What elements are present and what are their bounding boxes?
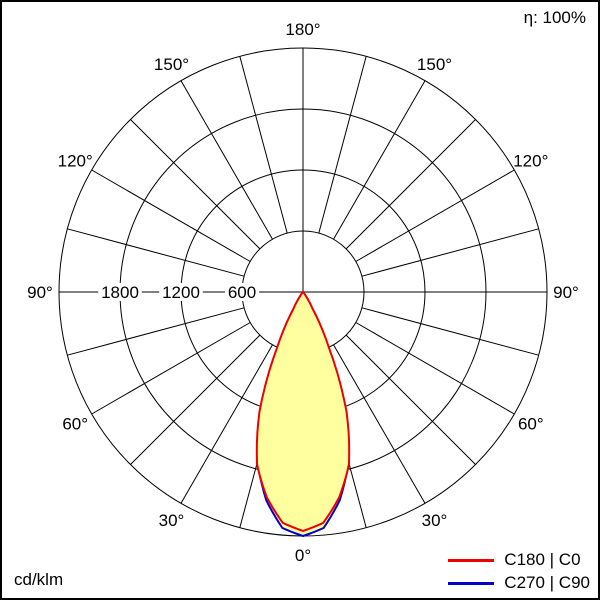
svg-text:90°: 90° xyxy=(553,283,579,302)
svg-text:1800: 1800 xyxy=(101,283,139,302)
svg-text:30°: 30° xyxy=(422,511,448,530)
svg-text:90°: 90° xyxy=(27,283,53,302)
legend: C180 | C0 C270 | C90 xyxy=(448,550,590,593)
legend-item-c90: C270 | C90 xyxy=(448,573,590,593)
svg-text:0°: 0° xyxy=(295,546,311,565)
svg-text:1200: 1200 xyxy=(162,283,200,302)
legend-line-red-icon xyxy=(448,558,495,562)
svg-text:120°: 120° xyxy=(58,152,93,171)
svg-text:60°: 60° xyxy=(518,415,544,434)
legend-item-c0: C180 | C0 xyxy=(448,550,590,570)
svg-text:600: 600 xyxy=(228,283,256,302)
efficiency-label: η: 100% xyxy=(523,8,586,27)
legend-label-c90: C270 | C90 xyxy=(504,573,590,592)
svg-text:30°: 30° xyxy=(159,511,185,530)
legend-label-c0: C180 | C0 xyxy=(504,550,581,569)
svg-text:60°: 60° xyxy=(62,415,88,434)
svg-text:150°: 150° xyxy=(154,55,189,74)
svg-text:180°: 180° xyxy=(285,20,320,39)
svg-text:150°: 150° xyxy=(417,55,452,74)
unit-label: cd/klm xyxy=(14,570,64,589)
svg-text:120°: 120° xyxy=(513,152,548,171)
legend-line-blue-icon xyxy=(448,581,495,585)
